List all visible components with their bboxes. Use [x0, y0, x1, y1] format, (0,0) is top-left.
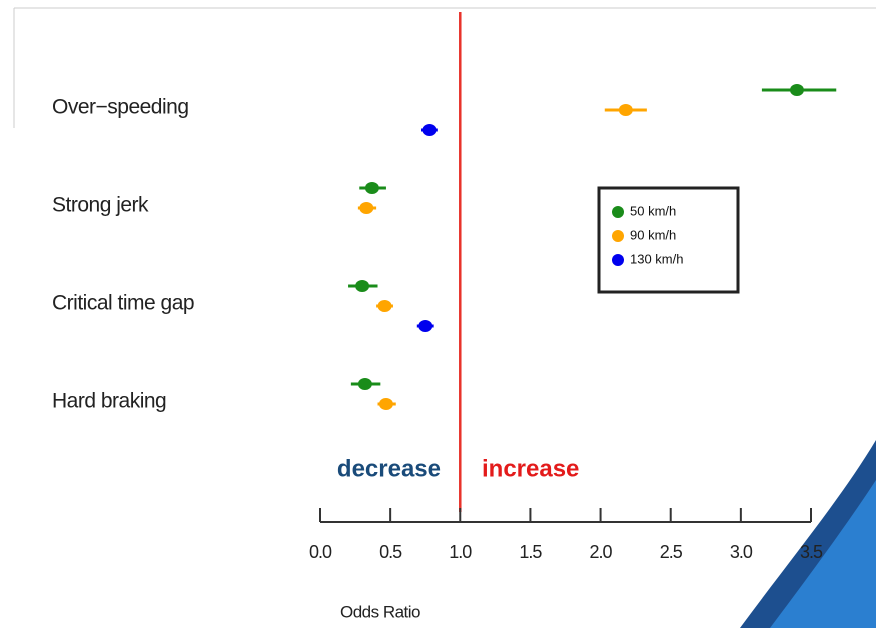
legend-label: 130 km/h	[630, 251, 683, 266]
point	[358, 378, 372, 390]
annotation: increase	[482, 455, 579, 482]
point	[790, 84, 804, 96]
point	[619, 104, 633, 116]
x-tick-label: 3.5	[800, 542, 823, 562]
legend-label: 50 km/h	[630, 203, 676, 218]
point	[355, 280, 369, 292]
x-tick-label: 0.5	[379, 542, 402, 562]
x-tick-label: 2.0	[590, 542, 613, 562]
annotation: decrease	[337, 455, 441, 482]
point	[359, 202, 373, 214]
category-label: Critical time gap	[52, 292, 194, 315]
point	[418, 320, 432, 332]
point	[365, 182, 379, 194]
x-tick-label: 3.0	[730, 542, 753, 562]
category-label: Hard braking	[52, 390, 166, 413]
category-label: Over−speeding	[52, 96, 189, 119]
x-tick-label: 0.0	[309, 542, 332, 562]
category-label: Strong jerk	[52, 194, 149, 217]
point	[422, 124, 436, 136]
x-tick-label: 1.5	[519, 542, 542, 562]
point	[379, 398, 393, 410]
chart: Odds Ratio 0.0 0.5 1.0 1.5 2.0 2.5 3.0 3.5 decre…	[0, 0, 876, 628]
legend-marker	[612, 254, 624, 266]
legend-marker	[612, 206, 624, 218]
x-tick-label: 1.0	[449, 542, 472, 562]
legend-marker	[612, 230, 624, 242]
x-tick-label: 2.5	[660, 542, 683, 562]
x-axis-label: Odds Ratio	[340, 602, 420, 621]
legend-label: 90 km/h	[630, 227, 676, 242]
point	[378, 300, 392, 312]
